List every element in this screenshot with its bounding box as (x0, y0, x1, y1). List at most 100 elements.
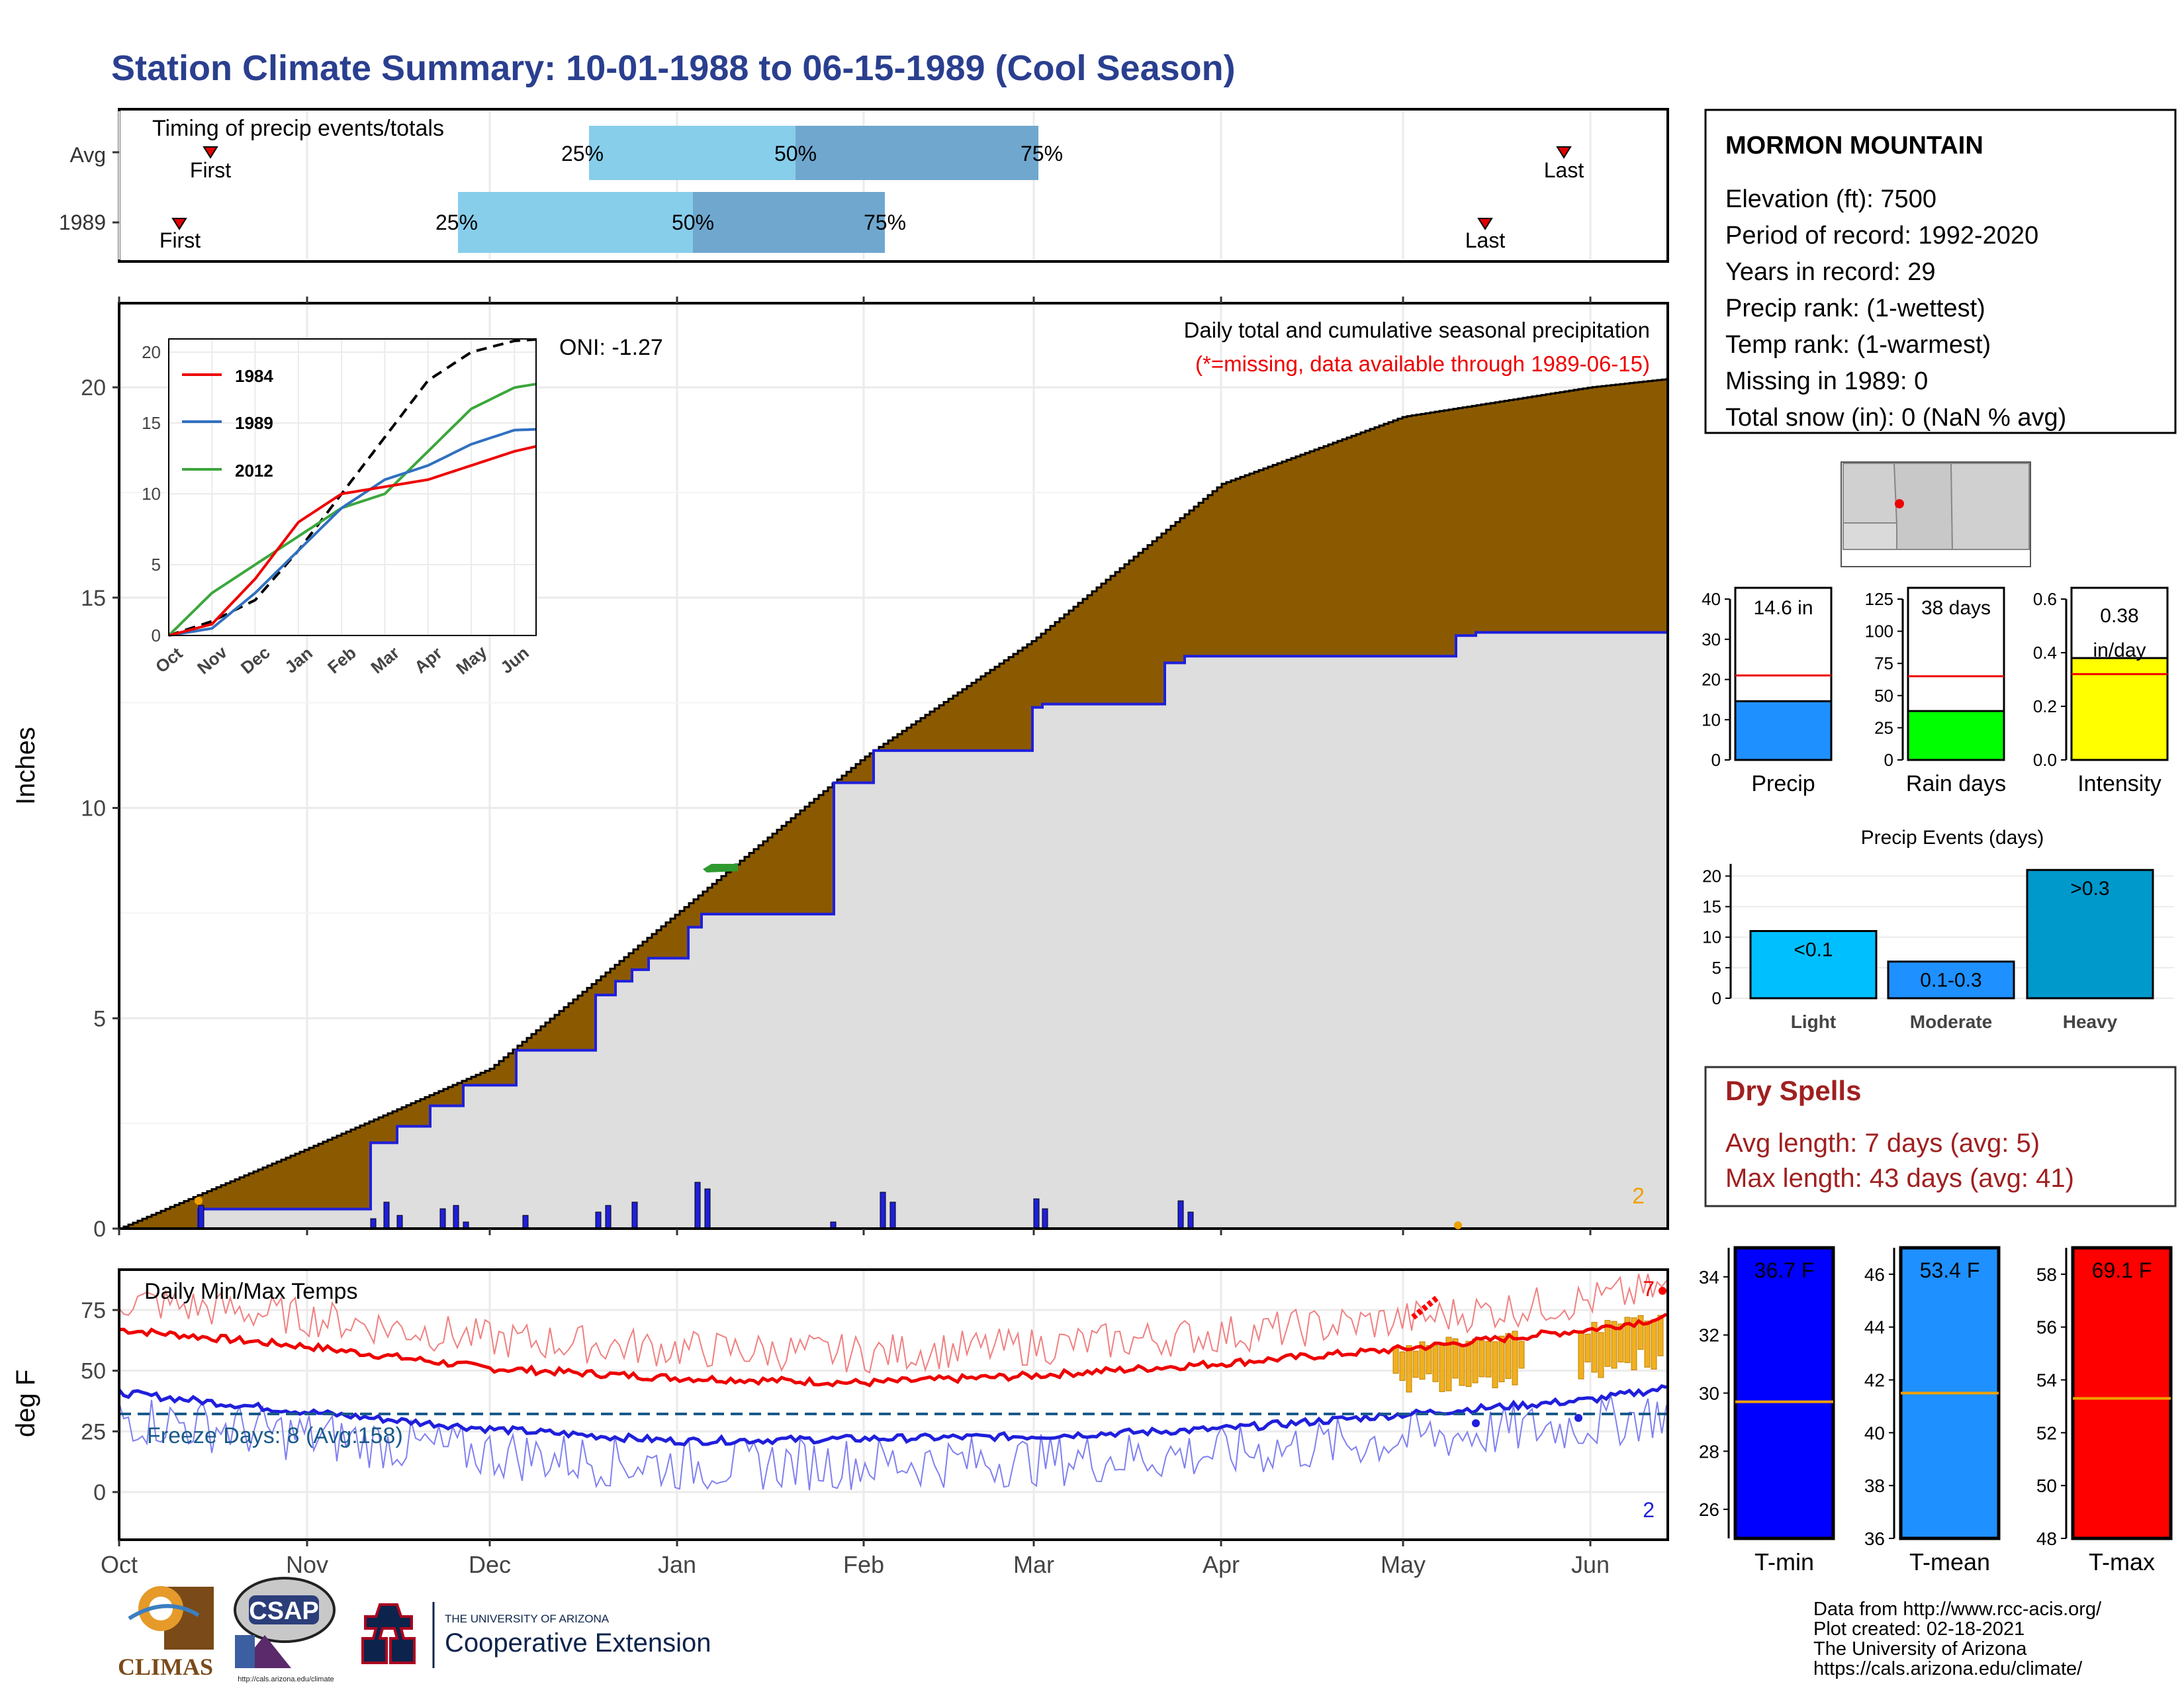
growing-degree-bar (1392, 1346, 1399, 1374)
temp-bar-t-min: 26 28 30 32 34 36.7 F T-min (1699, 1246, 1835, 1575)
timing-avg-last-label: Last (1544, 158, 1584, 182)
temp-bar-tick: 26 (1699, 1499, 1719, 1520)
month-axis-label: May (1381, 1551, 1426, 1578)
timing-1989-first-label: First (159, 228, 201, 252)
map-state-new-mexico (1950, 463, 2030, 550)
map-state-nevada (1843, 463, 1898, 524)
growing-degree-bar (1459, 1346, 1465, 1386)
precip-caption: Daily total and cumulative seasonal prec… (1184, 318, 1650, 342)
daily-precip-bar (631, 1201, 638, 1229)
precip-missing-note: (*=missing, data available through 1989-… (1195, 352, 1650, 376)
mini-bar-tick: 50 (1874, 686, 1893, 706)
month-axis-label: Mar (1013, 1551, 1054, 1578)
temp-ytick-label: 25 (81, 1419, 106, 1444)
growing-degree-bar (1617, 1323, 1624, 1363)
timing-1989-last-label: Last (1465, 228, 1506, 252)
inset-ytick-label: 20 (142, 342, 161, 362)
inset-legend-2012: 2012 (235, 461, 273, 481)
station-period: Period of record: 1992-2020 (1725, 222, 2038, 250)
temp-bar-fill (1733, 1246, 1835, 1540)
events-category-label: Light (1791, 1011, 1836, 1032)
ua-cooperative-extension: Cooperative Extension (445, 1628, 711, 1658)
events-ytick-label: 10 (1702, 927, 1721, 947)
tmax-daily-line (118, 1274, 1667, 1374)
temp-ytick-label: 75 (81, 1298, 106, 1323)
events-category-label: Moderate (1910, 1011, 1992, 1032)
growing-degree-bar (1412, 1350, 1419, 1378)
precip-missing-count: 2 (1632, 1184, 1645, 1209)
timing-1989-50-75-bar (693, 192, 885, 253)
tmax-average-line (118, 1313, 1668, 1387)
csap-wordmark: CSAP (249, 1597, 319, 1625)
mini-bar-tick: 40 (1702, 589, 1721, 609)
growing-degree-bar (1584, 1333, 1591, 1362)
daily-precip-bar (453, 1205, 459, 1229)
timing-avg-p50: 50% (774, 142, 817, 165)
dry-spells-max: Max length: 43 days (avg: 41) (1725, 1164, 2074, 1193)
temp-bar-label: T-mean (1909, 1548, 1990, 1575)
footer-url: https://cals.arizona.edu/climate/ (1813, 1658, 2083, 1679)
precip-ytick-label: 10 (81, 796, 106, 821)
university-of-arizona-logo: THE UNIVERSITY OF ARIZONA Cooperative Ex… (361, 1602, 711, 1668)
inset-ytick-label: 10 (142, 484, 161, 504)
daily-precip-bar (1042, 1208, 1048, 1229)
daily-precip-bar (595, 1211, 602, 1229)
daily-precip-bar (1187, 1211, 1194, 1229)
precip-ytick-label: 20 (81, 375, 106, 400)
growing-degree-bar (1406, 1345, 1412, 1393)
timing-avg-50-75-bar (796, 126, 1038, 180)
mini-bar-value: 38 days (1921, 597, 1991, 619)
temp-bar-tick: 54 (2036, 1370, 2057, 1391)
mini-bar-tick: 0.6 (2033, 589, 2057, 609)
mini-bar-tick: 20 (1702, 670, 1721, 690)
footer: Data from http://www.rcc-acis.org/ Plot … (118, 1577, 2102, 1683)
temp-ytick-label: 50 (81, 1359, 106, 1384)
growing-degree-bar (1657, 1315, 1664, 1356)
mini-bar-value: 14.6 in (1753, 597, 1813, 619)
temp-bar-tick: 44 (1864, 1317, 1885, 1338)
temp-bar-value: 69.1 F (2092, 1258, 2152, 1282)
growing-degree-bar (1432, 1345, 1439, 1382)
mini-bar-label: Precip (1751, 771, 1815, 796)
mini-bar-precip: 0 10 20 30 40 14.6 in Precip (1702, 586, 1833, 796)
events-title: Precip Events (days) (1861, 827, 2044, 849)
temp-ytick-label: 0 (93, 1480, 106, 1505)
daily-precip-bar (880, 1192, 886, 1229)
temp-bar-tick: 46 (1864, 1264, 1885, 1285)
precip-missing-marker (195, 1197, 203, 1205)
temp-ylabel: deg F (11, 1370, 40, 1437)
growing-degree-bar (1445, 1336, 1452, 1391)
daily-precip-bar (383, 1201, 390, 1229)
growing-degree-bar (1485, 1340, 1492, 1378)
daily-precip-bar (522, 1215, 529, 1229)
temp-bar-tick: 34 (1699, 1267, 1719, 1288)
dry-spells-title: Dry Spells (1725, 1075, 1861, 1106)
mini-bar-intensity: 0.0 0.2 0.4 0.6 0.38 in/day Intensity (2033, 586, 2169, 796)
month-axis-label: Dec (469, 1551, 511, 1578)
timing-1989-25-50-bar (458, 192, 693, 253)
temperature-panel: 0 25 50 75 deg F Daily Min/Max Temps Freeze… (11, 1268, 1669, 1578)
inset-ytick-label: 5 (152, 555, 161, 575)
mini-bar-tick: 125 (1865, 589, 1893, 609)
timing-avg-25-50-bar (589, 126, 796, 180)
precip-missing-marker (1454, 1221, 1462, 1229)
mini-bar-rain-days: 0 25 50 75 100 125 38 days Rain days (1865, 586, 2006, 796)
growing-degree-bar (1578, 1332, 1584, 1380)
station-snow: Total snow (in): 0 (NaN % avg) (1725, 404, 2066, 432)
growing-degree-bar (1604, 1320, 1611, 1367)
station-name: MORMON MOUNTAIN (1725, 132, 1983, 160)
daily-precip-bar (694, 1182, 701, 1229)
mini-bar-label: Intensity (2077, 771, 2161, 796)
mini-bar-value-unit: in/day (2093, 639, 2146, 661)
timing-panel: Timing of precip events/totals Avg 1989 … (59, 108, 1669, 263)
station-missing: Missing in 1989: 0 (1725, 367, 1928, 395)
events-ytick-label: 0 (1712, 988, 1721, 1008)
growing-degree-bar (1512, 1331, 1518, 1385)
precip-ytick-label: 0 (93, 1217, 106, 1242)
record-low-count: 2 (1643, 1498, 1655, 1522)
growing-degree-bar (1426, 1344, 1432, 1374)
locator-map (1841, 461, 2031, 567)
page-title: Station Climate Summary: 10-01-1988 to 0… (111, 48, 1236, 88)
temp-bar-tick: 28 (1699, 1441, 1719, 1462)
